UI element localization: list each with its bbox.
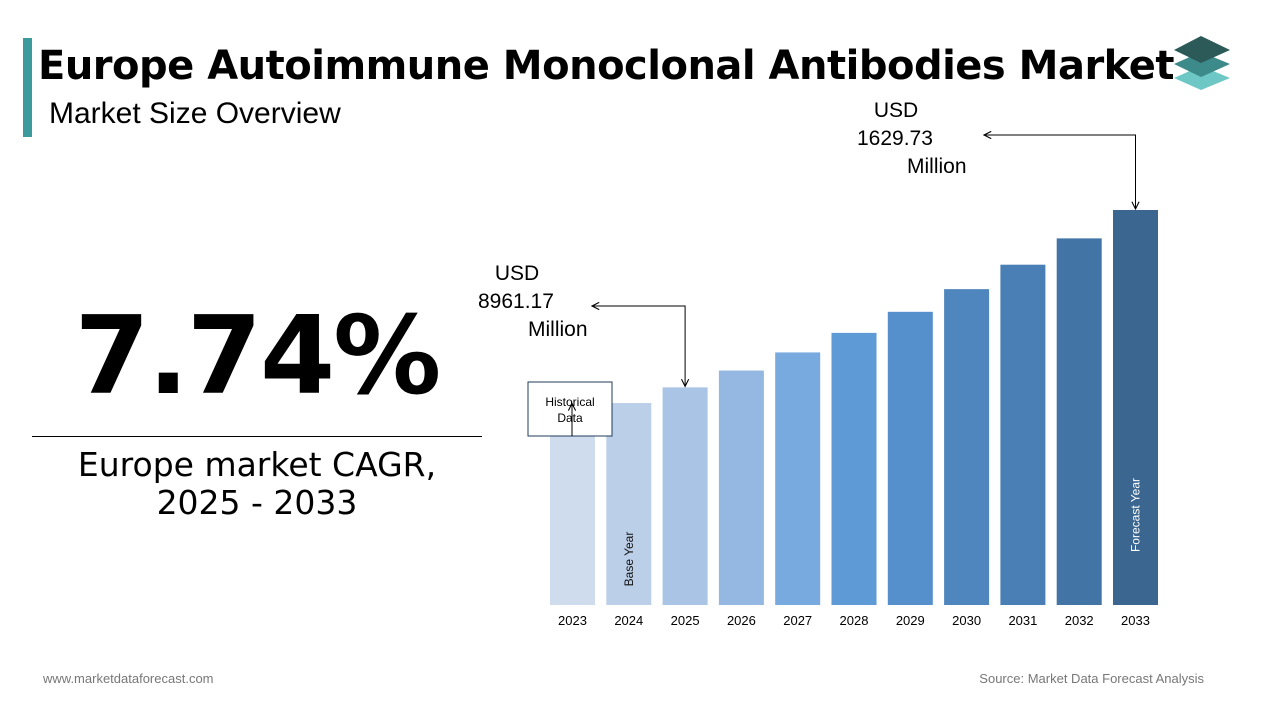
base-value-currency: USD [495, 262, 539, 285]
forecast-year-label: Forecast Year [1129, 478, 1143, 552]
year-label-2031: 2031 [1008, 613, 1037, 628]
year-label-2033: 2033 [1121, 613, 1150, 628]
cagr-label: Europe market CAGR, 2025 - 2033 [32, 446, 482, 522]
forecast-value-currency: USD [874, 99, 918, 122]
base-year-label: Base Year [622, 532, 636, 587]
bar-2027 [775, 352, 821, 605]
annotations-group: Historical Data USD 8961.17 Million USD 1629.7… [478, 99, 1136, 437]
bar-2029 [887, 311, 933, 605]
year-labels-group: 2023 2024 2025 2026 2027 2028 2029 2030 2031 2032… [558, 613, 1150, 628]
year-label-2032: 2032 [1065, 613, 1094, 628]
bar-2028 [831, 332, 877, 605]
year-label-2024: 2024 [614, 613, 643, 628]
bar-2026 [718, 370, 764, 605]
cagr-divider [32, 436, 482, 437]
website-footer: www.marketdataforecast.com [43, 671, 214, 686]
bar-2033 [1113, 210, 1158, 605]
base-value-unit: Million [528, 318, 588, 341]
forecast-value-amount: 1629.73 [857, 127, 933, 150]
bar-2032 [1056, 238, 1102, 605]
bar-2030 [944, 289, 990, 605]
cagr-label-line1: Europe market CAGR, [77, 445, 437, 484]
bar-2023 [550, 417, 595, 605]
year-label-2027: 2027 [783, 613, 812, 628]
bar-2024 [606, 403, 652, 605]
year-label-2028: 2028 [840, 613, 869, 628]
historical-data-box [527, 381, 613, 437]
forecast-value-unit: Million [907, 155, 967, 178]
stacked-layers-icon [1174, 36, 1230, 90]
year-label-2023: 2023 [558, 613, 587, 628]
year-label-2026: 2026 [727, 613, 756, 628]
bars-group: Base Year Forecast Year [550, 210, 1158, 605]
source-footer: Source: Market Data Forecast Analysis [979, 671, 1204, 686]
base-value-amount: 8961.17 [478, 290, 554, 313]
year-label-2030: 2030 [952, 613, 981, 628]
historical-data-label-line1: Historical [545, 395, 594, 409]
forecast-value-arrow [984, 135, 1136, 209]
base-value-arrow [592, 306, 685, 386]
title-accent-bar [23, 38, 32, 137]
page-title: Europe Autoimmune Monoclonal Antibodies … [38, 43, 1174, 89]
cagr-label-line2: 2025 - 2033 [156, 483, 358, 522]
cagr-value: 7.74% [74, 294, 442, 419]
historical-data-label-line2: Data [557, 411, 583, 425]
year-label-2029: 2029 [896, 613, 925, 628]
page-subtitle: Market Size Overview [49, 97, 341, 130]
bar-2031 [1000, 264, 1046, 605]
bar-2025 [662, 387, 708, 605]
year-label-2025: 2025 [671, 613, 700, 628]
